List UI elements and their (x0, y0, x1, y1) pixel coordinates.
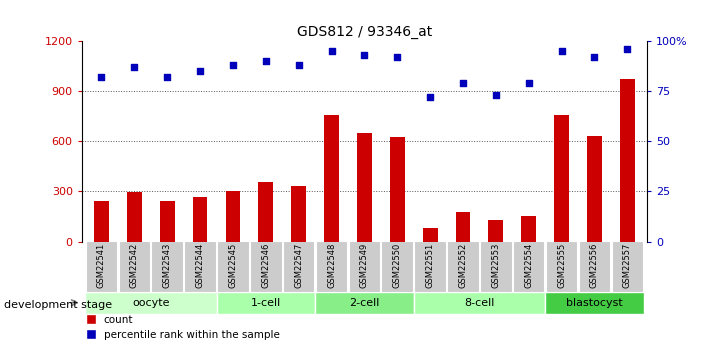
Bar (554, 115, 569, 242)
Bar (480, 241, 512, 292)
Text: GSM22541: GSM22541 (97, 243, 106, 288)
Bar (488, 220, 503, 242)
Bar (86, 241, 117, 292)
Text: development stage: development stage (4, 300, 112, 309)
Bar (193, 197, 208, 241)
Bar (85, 292, 217, 314)
Point (96, 75, 107, 80)
Bar (160, 201, 175, 242)
Bar (217, 241, 249, 292)
Text: GSM22545: GSM22545 (228, 243, 237, 288)
Bar (127, 192, 141, 242)
Point (260, 59, 272, 64)
Text: 2-cell: 2-cell (349, 298, 380, 308)
Point (490, 93, 501, 98)
Bar (184, 241, 216, 292)
Bar (348, 241, 380, 292)
Text: 8-cell: 8-cell (464, 298, 495, 308)
Point (326, 49, 337, 54)
Text: GSM22550: GSM22550 (392, 243, 402, 288)
Point (424, 95, 436, 100)
Text: GSM22557: GSM22557 (623, 243, 632, 288)
Bar (456, 212, 471, 241)
Point (556, 49, 567, 54)
Text: GSM22554: GSM22554 (524, 243, 533, 288)
Bar (620, 79, 635, 242)
Bar (357, 133, 372, 242)
Text: blastocyst: blastocyst (566, 298, 623, 308)
Point (129, 65, 140, 70)
Text: GSM22544: GSM22544 (196, 243, 205, 288)
Text: GSM22546: GSM22546 (262, 243, 270, 288)
Text: oocyte: oocyte (132, 298, 169, 308)
Bar (324, 115, 339, 242)
Point (228, 63, 239, 68)
Bar (283, 241, 314, 292)
Bar (415, 241, 446, 292)
Point (293, 63, 304, 68)
Text: GSM22551: GSM22551 (426, 243, 434, 288)
Bar (521, 216, 536, 242)
Title: GDS812 / 93346_at: GDS812 / 93346_at (296, 25, 432, 39)
Bar (316, 241, 347, 292)
Text: GSM22556: GSM22556 (590, 243, 599, 288)
Bar (315, 292, 414, 314)
Bar (390, 137, 405, 242)
Bar (94, 201, 109, 242)
Bar (611, 241, 643, 292)
Bar (119, 241, 150, 292)
Bar (579, 241, 610, 292)
Point (621, 47, 633, 52)
Bar (545, 292, 643, 314)
Bar (587, 136, 602, 242)
Text: GSM22555: GSM22555 (557, 243, 566, 288)
Bar (217, 292, 315, 314)
Point (523, 81, 535, 86)
Text: 1-cell: 1-cell (251, 298, 281, 308)
Bar (258, 182, 273, 241)
Bar (423, 228, 437, 242)
Point (589, 55, 600, 60)
Point (358, 53, 370, 58)
Bar (382, 241, 413, 292)
Bar (447, 241, 479, 292)
Point (457, 81, 469, 86)
Bar (546, 241, 577, 292)
Text: GSM22543: GSM22543 (163, 243, 172, 288)
Bar (151, 241, 183, 292)
Text: GSM22552: GSM22552 (459, 243, 467, 288)
Text: GSM22548: GSM22548 (327, 243, 336, 288)
Text: GSM22542: GSM22542 (130, 243, 139, 288)
Point (194, 69, 205, 74)
Bar (250, 241, 282, 292)
Legend: count, percentile rank within the sample: count, percentile rank within the sample (87, 315, 279, 340)
Point (161, 75, 173, 80)
Text: GSM22547: GSM22547 (294, 243, 303, 288)
Bar (225, 191, 240, 242)
Bar (513, 241, 545, 292)
Bar (292, 186, 306, 242)
Text: GSM22549: GSM22549 (360, 243, 369, 288)
Text: GSM22553: GSM22553 (491, 243, 501, 288)
Bar (414, 292, 545, 314)
Point (392, 55, 403, 60)
